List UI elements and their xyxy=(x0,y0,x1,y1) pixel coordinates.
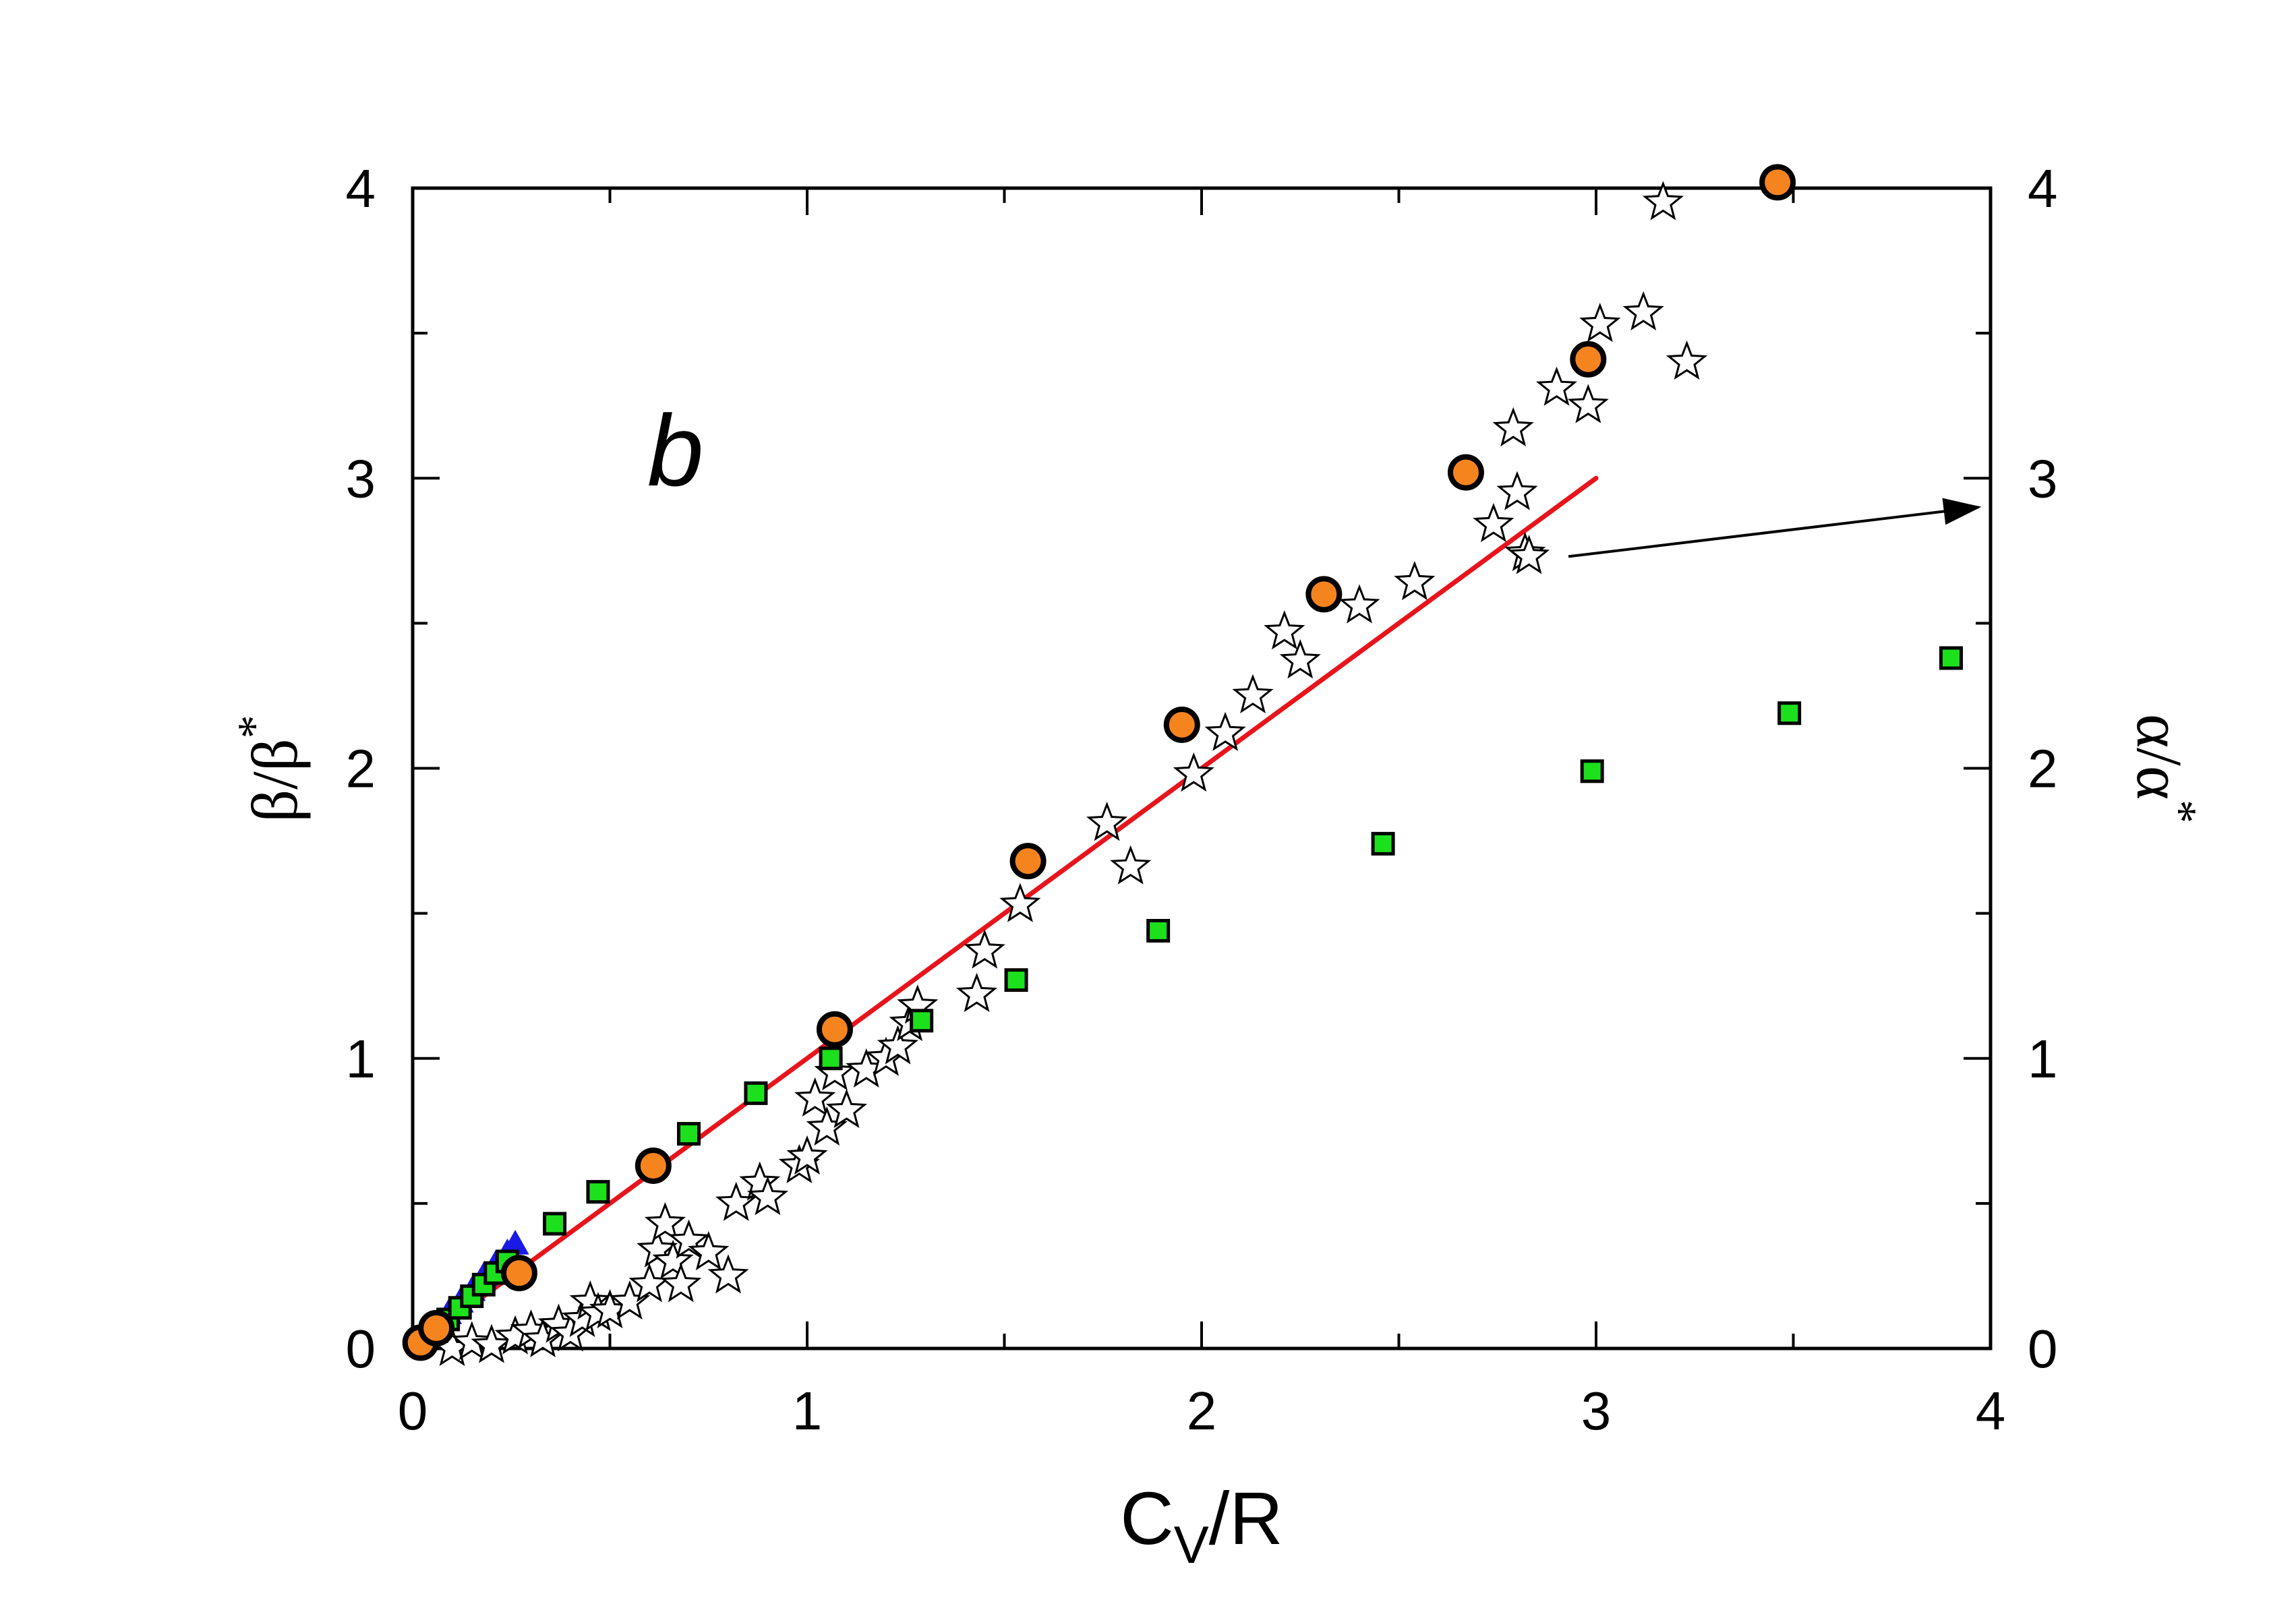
x-tick-label: 1 xyxy=(792,1381,823,1441)
y-tick-label: 1 xyxy=(346,1029,376,1089)
x-axis-title-sub: V xyxy=(1174,1515,1209,1574)
y2-tick-label: 1 xyxy=(2028,1029,2058,1089)
panel-label: b xyxy=(647,394,703,507)
data-point-star xyxy=(1492,407,1534,447)
data-point-star xyxy=(1642,181,1684,220)
data-point-star xyxy=(688,1230,730,1271)
data-point-star xyxy=(1666,340,1708,380)
data-point-square xyxy=(819,1046,843,1071)
data-point-circle xyxy=(500,1255,537,1292)
y2-tick-label: 3 xyxy=(2028,448,2058,508)
data-point-star xyxy=(999,883,1041,922)
data-point-star xyxy=(1579,303,1621,343)
y2-tick-label: 0 xyxy=(2028,1319,2058,1379)
data-point-square xyxy=(1146,918,1171,943)
data-point-circle xyxy=(1163,706,1200,743)
data-point-star xyxy=(1508,535,1550,574)
data-point-square xyxy=(910,1009,934,1033)
data-point-star xyxy=(1622,291,1664,331)
data-point-square xyxy=(1004,968,1028,992)
data-point-star xyxy=(964,929,1005,969)
data-point-star xyxy=(1204,711,1246,751)
series-layer xyxy=(402,164,1963,1367)
y-axis-title-right-main: α/α xyxy=(2123,714,2196,800)
data-point-star xyxy=(1173,752,1214,792)
data-point-star xyxy=(1567,384,1609,423)
data-point-star xyxy=(1232,674,1274,713)
y2-tick-label: 2 xyxy=(2028,739,2058,799)
y-axis-title-left-main: β/β xyxy=(239,738,311,822)
data-point-square xyxy=(1371,831,1395,856)
x-axis-title-tail: /R xyxy=(1209,1477,1283,1560)
data-point-star xyxy=(660,1263,702,1303)
data-point-star xyxy=(715,1181,757,1221)
data-point-star xyxy=(1264,610,1305,650)
data-point-star xyxy=(652,1239,694,1279)
y-axis-title-left: β/β* xyxy=(229,715,311,822)
y-tick-label: 2 xyxy=(346,739,376,799)
data-point-star xyxy=(877,1025,919,1065)
data-point-star xyxy=(451,1321,493,1361)
x-tick-label: 4 xyxy=(1976,1381,2006,1441)
x-axis-title-main: C xyxy=(1120,1477,1173,1560)
series-orange-circles xyxy=(402,164,1796,1361)
data-point-circle xyxy=(418,1309,455,1346)
data-point-star xyxy=(746,1176,789,1216)
pointer-arrow xyxy=(1568,498,1982,558)
x-tick-label: 0 xyxy=(398,1381,428,1441)
data-point-star xyxy=(1110,845,1152,885)
y-axis-title-right-sup: * xyxy=(2154,800,2206,823)
data-point-square xyxy=(744,1081,768,1105)
data-point-star xyxy=(668,1219,710,1259)
data-point-circle xyxy=(1305,576,1343,613)
data-point-circle xyxy=(1570,340,1607,378)
data-point-circle xyxy=(635,1147,672,1184)
y2-tick-label: 4 xyxy=(2028,158,2058,218)
y-axis-title-right: α/α* xyxy=(2123,714,2206,823)
data-point-circle xyxy=(1009,843,1047,880)
data-point-square xyxy=(677,1122,701,1146)
data-point-star xyxy=(707,1254,749,1294)
data-point-square xyxy=(543,1212,567,1236)
data-point-star xyxy=(786,1135,828,1175)
data-point-square xyxy=(586,1180,610,1204)
data-point-circle xyxy=(816,1011,853,1048)
data-point-star xyxy=(1086,802,1128,841)
data-point-star xyxy=(1279,639,1321,679)
data-point-star xyxy=(1496,471,1538,510)
data-point-star xyxy=(825,1089,868,1129)
data-point-star xyxy=(1338,584,1380,624)
series-stars xyxy=(431,181,1708,1367)
fit-line xyxy=(410,475,1599,1351)
data-point-star xyxy=(644,1201,686,1241)
x-axis-title: CV/R xyxy=(1120,1477,1283,1574)
series-green-squares xyxy=(420,646,1963,1343)
axis-ticks xyxy=(411,187,1992,1350)
y-tick-label: 4 xyxy=(346,158,376,218)
y-axis-title-left-sup: * xyxy=(229,715,281,738)
data-point-star xyxy=(1535,366,1578,406)
data-point-star xyxy=(1473,502,1514,543)
data-point-star xyxy=(1394,560,1436,601)
x-tick-label: 2 xyxy=(1187,1381,1217,1441)
x-tick-label: 3 xyxy=(1581,1381,1612,1441)
y-tick-label: 0 xyxy=(346,1319,376,1379)
data-point-circle xyxy=(1759,164,1796,201)
data-point-circle xyxy=(1447,454,1484,491)
data-point-square xyxy=(1777,701,1802,725)
data-point-star xyxy=(471,1324,512,1363)
data-point-star xyxy=(955,972,998,1013)
y-tick-label: 3 xyxy=(346,448,376,508)
data-point-square xyxy=(1580,759,1604,783)
data-point-star xyxy=(794,1077,836,1117)
data-point-square xyxy=(1939,646,1963,670)
